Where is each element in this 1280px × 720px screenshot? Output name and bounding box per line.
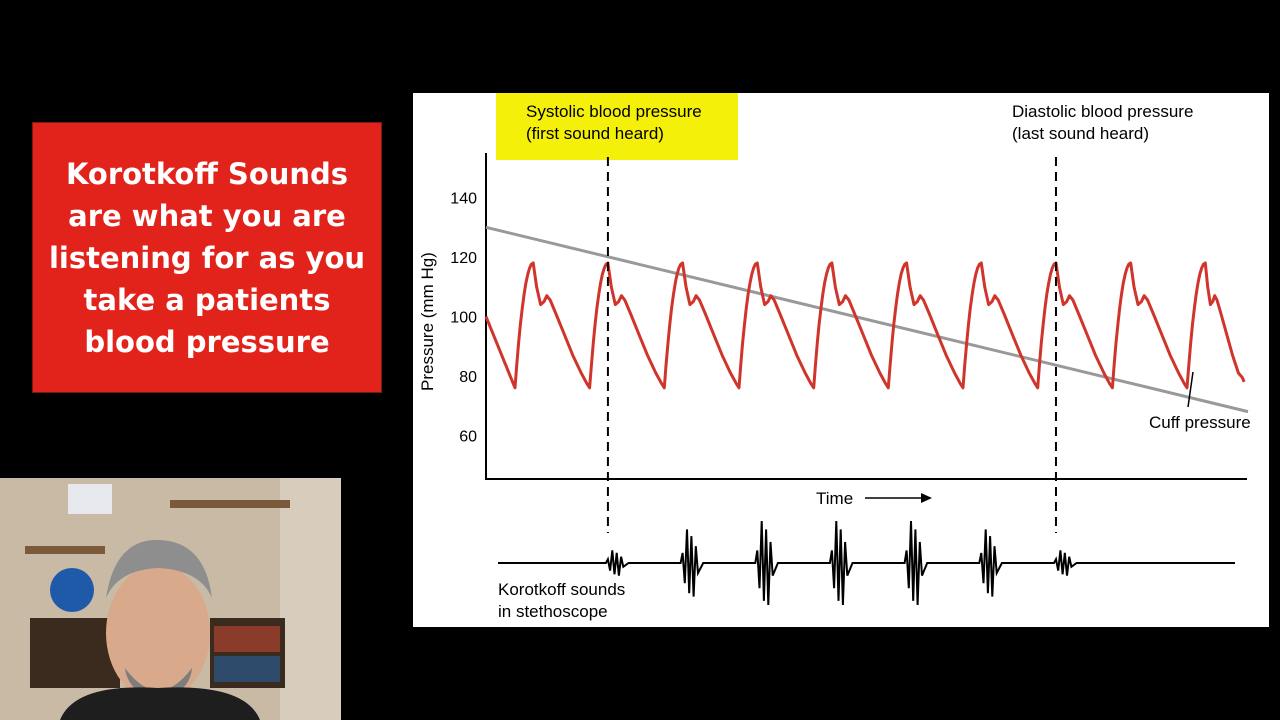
webcam-scene (0, 478, 341, 720)
chart-axes (485, 153, 1247, 480)
chart-canvas: Systolic blood pressure (first sound hea… (418, 93, 1251, 621)
title-callout: Korotkoff Sounds are what you are listen… (32, 122, 382, 393)
korotkoff-label-line2: in stethoscope (498, 602, 608, 621)
time-arrow-icon (865, 493, 932, 503)
systolic-highlight (496, 93, 738, 160)
cuff-pressure-line (485, 225, 1249, 414)
cuff-pressure-leader (1187, 371, 1194, 408)
y-tick-label: 80 (459, 369, 477, 386)
korotkoff-label-line1: Korotkoff sounds (498, 580, 625, 599)
diastolic-label-line2: (last sound heard) (1012, 124, 1149, 143)
y-tick-label: 60 (459, 428, 477, 445)
y-tick-label: 120 (450, 250, 477, 267)
arterial-pressure-waveform (484, 261, 1246, 390)
cuff-pressure-label: Cuff pressure (1149, 413, 1251, 432)
y-tick-labels: 60 80 100 120 140 (450, 191, 477, 446)
callout-text: Korotkoff Sounds are what you are listen… (48, 156, 366, 359)
systolic-label-line2: (first sound heard) (526, 124, 664, 143)
presenter-webcam (0, 478, 341, 720)
y-tick-label: 140 (450, 191, 477, 208)
korotkoff-sound-trace (498, 520, 1235, 606)
blood-pressure-chart: Systolic blood pressure (first sound hea… (413, 93, 1269, 627)
diastolic-label-line1: Diastolic blood pressure (1012, 102, 1193, 121)
x-axis-label: Time (816, 489, 853, 508)
y-axis-label: Pressure (mm Hg) (418, 252, 437, 391)
y-tick-label: 100 (450, 310, 477, 327)
systolic-label-line1: Systolic blood pressure (526, 102, 702, 121)
